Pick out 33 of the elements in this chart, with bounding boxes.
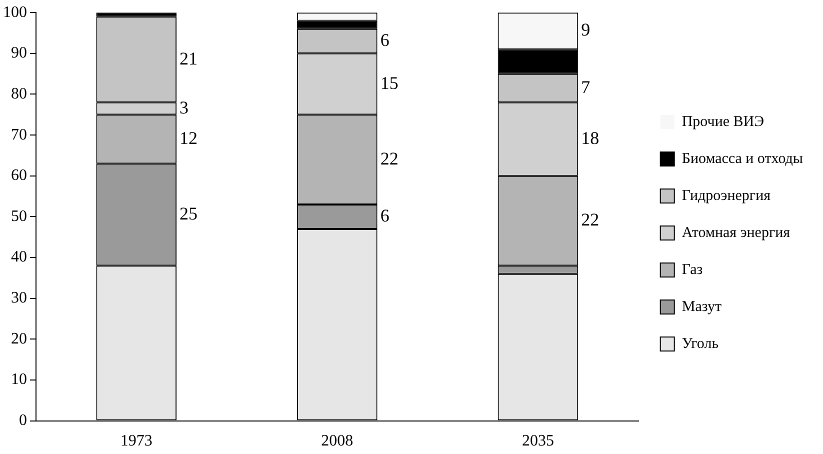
data-label: 6 — [380, 30, 390, 50]
x-tick-label: 2035 — [522, 432, 554, 450]
y-tick-label: 50 — [11, 208, 27, 225]
y-tick-label: 90 — [11, 44, 27, 62]
data-label: 15 — [380, 72, 398, 93]
data-label: 6 — [380, 205, 390, 226]
y-tick-label: 20 — [11, 330, 27, 348]
legend-label: Уголь — [682, 336, 719, 352]
data-label: 25 — [180, 203, 198, 224]
y-tick-label: 80 — [11, 85, 27, 102]
legend-label: Атомная энергия — [682, 224, 790, 241]
data-label: 12 — [180, 128, 198, 148]
data-label: 7 — [581, 76, 590, 97]
data-label: 9 — [581, 20, 590, 40]
data-label: 3 — [180, 97, 189, 118]
data-label: 18 — [581, 128, 600, 148]
legend-label: Мазут — [682, 298, 722, 315]
y-tick-label: 70 — [11, 126, 27, 144]
legend-label: Прочие ВИЭ — [682, 114, 764, 130]
x-tick-label: 2008 — [321, 432, 354, 450]
y-tick-label: 40 — [11, 248, 27, 266]
data-label: 21 — [180, 48, 198, 68]
data-label: 22 — [380, 148, 398, 168]
legend-label: Гидроэнергия — [682, 188, 771, 204]
y-tick-label: 30 — [11, 290, 27, 307]
y-tick-label: 0 — [19, 412, 27, 430]
x-tick-label: 1973 — [120, 432, 152, 450]
legend-label: Биомасса и отходы — [682, 150, 804, 167]
y-tick-label: 100 — [3, 4, 27, 21]
y-tick-label: 60 — [11, 167, 27, 184]
data-label: 22 — [581, 210, 600, 230]
legend-label: Газ — [682, 262, 703, 278]
y-tick-label: 10 — [11, 371, 27, 388]
